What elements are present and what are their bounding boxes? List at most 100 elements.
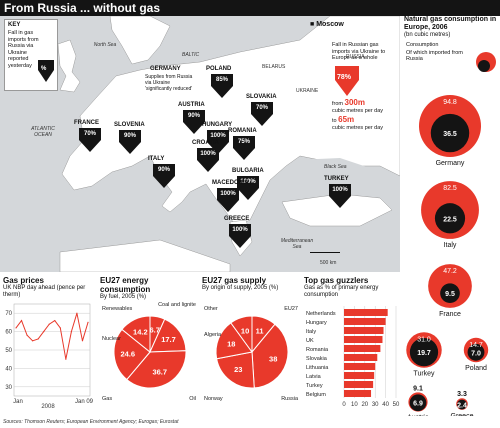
price-line: [15, 313, 89, 360]
bar: [344, 390, 372, 397]
marker-arrow-romania: 75%: [232, 136, 256, 160]
map-land: [43, 16, 400, 272]
consumption-subtitle: (bn cubic metres): [404, 32, 451, 38]
pie-value-label: 38: [269, 354, 277, 363]
bubble-country-label: Italy: [444, 242, 457, 249]
bubble-total-label: 47.2: [443, 268, 457, 275]
bubble-country-label: Poland: [465, 365, 487, 372]
atlantic-label: ATLANTIC OCEAN: [31, 126, 55, 138]
bubble-russia-label: 2.4: [457, 403, 467, 410]
bar-category-label: Slovakia: [306, 356, 328, 362]
pie-category-label: Russia: [281, 396, 299, 402]
y-tick-label: 30: [5, 385, 12, 391]
marker-value: 85%: [215, 77, 228, 83]
marker-arrow-slovenia: 90%: [118, 130, 142, 154]
bubble-country-label: Germany: [436, 160, 465, 167]
bubble-total-label: 3.3: [457, 391, 467, 398]
russia-label: RUSSIA: [346, 54, 365, 60]
marker-value: 100%: [332, 187, 348, 193]
marker-label-hungary: HUNGARY: [202, 122, 233, 128]
price-point: [81, 340, 84, 342]
from-prefix: from: [332, 101, 343, 107]
pie-category-label: Norway: [204, 396, 223, 402]
from-value: 300m: [344, 98, 365, 107]
price-point: [37, 338, 39, 340]
bubble-country-label: France: [439, 311, 461, 318]
x-tick-label: 20: [361, 402, 368, 408]
price-point: [87, 321, 89, 323]
bar: [344, 372, 375, 379]
price-point: [48, 323, 50, 325]
marker-value: 70%: [83, 131, 96, 137]
y-tick-label: 70: [5, 311, 12, 317]
bar: [344, 363, 376, 370]
marker-arrow-croatia: 100%: [196, 148, 220, 172]
pie-slice: [121, 315, 151, 354]
gas-prices-subtitle: UK NBP day ahead (pence per therm): [3, 285, 86, 298]
belarus-label: BELARUS: [262, 64, 286, 70]
bubble-russia-poland: [467, 343, 485, 361]
pie-category-label: Algeria: [204, 332, 222, 338]
marker-value: 100%: [200, 151, 216, 157]
marker-label-france: FRANCE: [74, 120, 99, 126]
bubble-russia-greece: [457, 399, 467, 410]
eu-fall-to: to 65m: [332, 115, 354, 124]
marker-label-macedonia: MACEDONIA: [212, 180, 249, 186]
marker-label-slovenia: SLOVENIA: [114, 122, 145, 128]
bar-category-label: Belgium: [306, 392, 326, 398]
bar: [344, 336, 383, 343]
europe-map: KEY Fall in gas imports from Russia via …: [0, 16, 400, 272]
price-point: [26, 334, 28, 336]
bubble-country-label: Austria: [407, 415, 429, 416]
marker-arrow-austria: 90%: [182, 110, 206, 134]
guzzlers-subtitle: Gas as % of primary energy consumption: [304, 285, 379, 298]
y-tick-label: 50: [5, 348, 12, 354]
bubble-russia-label: 19.7: [417, 350, 431, 357]
x-tick-label: 2008: [41, 404, 55, 410]
supply-title: EU27 gas supply: [202, 276, 267, 285]
bubble-total-label: 31.0: [417, 336, 431, 343]
pie-category-label: EU27: [284, 306, 298, 312]
price-point: [32, 340, 34, 342]
bubble-russia-label: 7.0: [471, 350, 481, 357]
legend-imported: Of which imported from Russia: [406, 50, 463, 62]
bubble-total-label: 94.8: [443, 99, 457, 106]
marker-label-greece: GREECE: [224, 216, 250, 222]
to-value: 65m: [338, 115, 355, 124]
pie-value-label: 18: [227, 339, 235, 348]
page-title: From Russia ... without gas: [4, 1, 161, 15]
pie-category-label: Coal and lignite: [158, 302, 196, 308]
marker-value: 75%: [237, 139, 250, 145]
scale-bar: [310, 252, 340, 253]
price-point: [76, 312, 78, 314]
key-title: KEY: [8, 22, 21, 28]
key-arrow: [38, 60, 54, 82]
pie-category-label: Gas: [102, 396, 112, 402]
marker-arrow-bulgaria: 100%: [236, 176, 260, 200]
bubble-russia-label: 6.9: [413, 401, 423, 408]
marker-arrow-italy: 90%: [152, 164, 176, 188]
price-point: [70, 331, 72, 333]
bar-category-label: Romania: [306, 347, 329, 353]
eu-fall-box: Fall in Russian gas imports via Ukraine …: [330, 40, 398, 138]
supply-pie: 11 Other 38 EU27 23 Russia 18 Norway 10 Algeria: [204, 306, 299, 402]
legend-imported-circle: [478, 60, 490, 72]
marker-label-slovakia: SLOVAKIA: [246, 94, 277, 100]
price-point: [20, 319, 23, 322]
bubble-russia-italy: [434, 203, 466, 234]
sources: Sources: Thomson Reuters; European Envir…: [3, 419, 179, 425]
bar: [344, 327, 384, 334]
energy-section: EU27 energy consumption By fuel, 2005 (%…: [100, 276, 198, 301]
bar: [344, 318, 386, 325]
price-point: [54, 319, 56, 322]
supply-section: EU27 gas supply By origin of supply, 200…: [202, 276, 300, 292]
pie-slice: [126, 350, 187, 389]
pie-value-label: 23: [234, 365, 242, 374]
marker-label-turkey: TURKEY: [324, 176, 349, 182]
energy-subtitle: By fuel, 2005 (%): [100, 294, 147, 300]
legend-consumption: Consumption: [406, 42, 439, 48]
pie-category-label: Renewables: [102, 306, 133, 312]
pie-slice: [230, 315, 253, 354]
guzzlers-section: Top gas guzzlers Gas as % of primary ene…: [304, 276, 400, 299]
med-sea-label: Mediterranean Sea: [280, 238, 314, 250]
